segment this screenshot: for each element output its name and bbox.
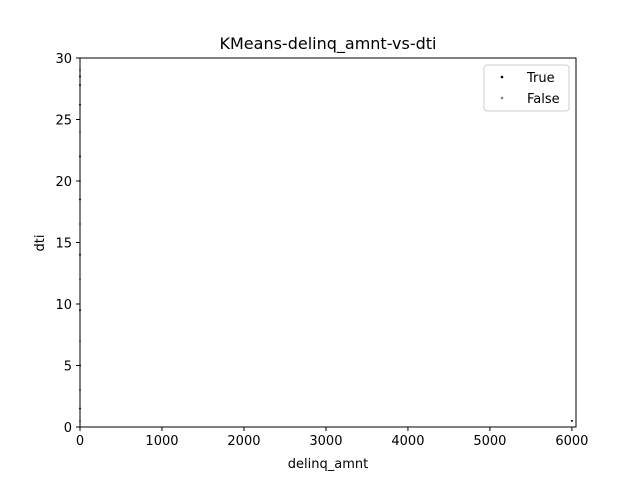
y-tick-label: 25 xyxy=(55,114,72,129)
y-tick-label: 10 xyxy=(55,298,72,313)
x-tick-label: 1000 xyxy=(145,434,178,449)
x-tick-label: 4000 xyxy=(391,434,424,449)
y-tick-label: 0 xyxy=(64,421,72,436)
plot-points xyxy=(79,69,573,422)
legend-box xyxy=(483,64,570,112)
x-tick-label: 3000 xyxy=(309,434,342,449)
legend-marker-false xyxy=(500,96,504,100)
plot-frame xyxy=(79,57,577,428)
legend-label-false: False xyxy=(527,92,560,107)
y-tick-label: 20 xyxy=(55,175,72,190)
y-axis-ticks: 0 5 10 15 20 25 30 xyxy=(55,52,80,436)
scatter-point-true xyxy=(570,419,573,422)
y-tick-label: 15 xyxy=(55,237,72,252)
y-tick-label: 5 xyxy=(64,360,72,375)
legend-label-true: True xyxy=(526,71,555,86)
x-tick-label: 5000 xyxy=(473,434,506,449)
legend-marker-true xyxy=(500,75,504,79)
x-tick-label: 6000 xyxy=(555,434,588,449)
y-tick-label: 30 xyxy=(55,52,72,67)
x-axis-label: delinq_amnt xyxy=(288,457,368,472)
x-axis-ticks: 0 1000 2000 3000 4000 5000 6000 xyxy=(76,427,588,449)
x-tick-label: 0 xyxy=(76,434,84,449)
chart-title: KMeans-delinq_amnt-vs-dti xyxy=(220,34,437,54)
legend: True False xyxy=(483,64,570,112)
x-tick-label: 2000 xyxy=(227,434,260,449)
y-axis-label: dti xyxy=(33,235,48,252)
